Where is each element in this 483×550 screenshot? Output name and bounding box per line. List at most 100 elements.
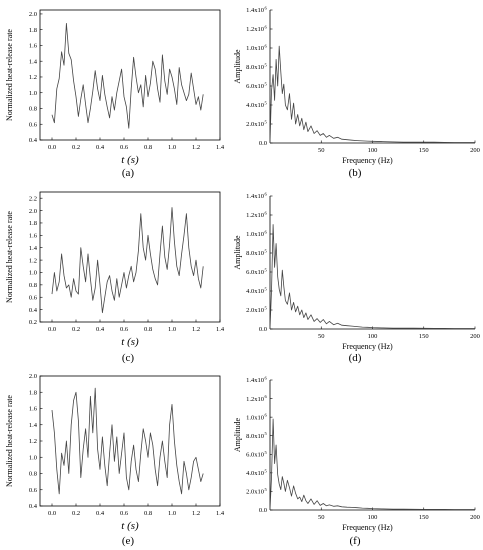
y-axis-title: Normalized heat-release rate (5, 395, 14, 487)
y-tick-label: 0.0 (259, 507, 267, 514)
panel-label: (e) (122, 535, 135, 547)
y-tick-exponent: 5 (265, 82, 268, 87)
x-tick-label: 0.8 (144, 510, 152, 517)
series-line (51, 387, 204, 495)
y-tick-label: 0.2 (29, 319, 37, 326)
y-tick-exponent: 5 (265, 268, 268, 273)
y-tick-label: 0.6 (29, 121, 38, 128)
panel-label: (d) (349, 352, 362, 364)
y-tick-label: 1.2 (29, 257, 37, 264)
y-tick-label: 1.0 (29, 454, 37, 461)
y-tick-label: 1.4x10 (246, 7, 264, 14)
series-line (51, 207, 204, 314)
y-tick-label: 0.6 (29, 294, 38, 301)
x-tick-label: 150 (419, 147, 429, 154)
y-tick-label: 1.2 (29, 438, 37, 445)
x-axis-title: t (s) (121, 154, 139, 166)
y-tick-label: 1.4 (29, 245, 38, 252)
x-tick-label: 50 (318, 333, 325, 340)
y-tick-label: 8.0x10 (246, 64, 264, 71)
x-tick-label: 100 (368, 333, 378, 340)
x-tick-label: 0.4 (96, 326, 105, 333)
panel-c: 0.0 0.2 0.4 0.6 0.8 1.0 1.2 1.4 0.2 0.4 0.6 0.8 1.0 1… (5, 191, 225, 364)
y-tick-exponent: 5 (265, 487, 268, 492)
y-tick-exponent: 5 (265, 120, 268, 125)
y-tick-label: 0.0 (259, 140, 267, 147)
x-tick-label: 0.6 (120, 326, 129, 333)
series-line (269, 224, 475, 330)
x-tick-label: 1.4 (216, 510, 225, 517)
y-tick-label: 2.0 (29, 373, 37, 380)
x-tick-label: 1.2 (192, 510, 200, 517)
y-tick-exponent: 5 (265, 450, 268, 455)
y-axis-title: Amplitude (233, 49, 242, 84)
y-tick-label: 4.0x10 (246, 102, 264, 109)
x-axis-title: Frequency (Hz) (342, 342, 393, 351)
x-axis-title: Frequency (Hz) (342, 156, 393, 165)
plot-frame (39, 375, 221, 507)
x-axis-title: t (s) (121, 336, 139, 348)
x-tick-label: 0.4 (96, 510, 105, 517)
y-tick-label: 0.6 (29, 487, 38, 494)
x-tick-label: 0.2 (72, 144, 80, 151)
x-tick-label: 0.0 (48, 326, 56, 333)
y-tick-label: 1.0x10 (246, 45, 264, 52)
y-tick-label: 0.4 (29, 137, 38, 144)
y-tick-label: 4.0x10 (246, 288, 264, 295)
series-line (269, 45, 475, 144)
x-tick-label: 0.2 (72, 326, 80, 333)
y-tick-label: 1.8 (29, 27, 37, 34)
x-tick-label: 1.4 (216, 144, 225, 151)
y-tick-exponent: 6 (265, 413, 268, 418)
y-tick-label: 8.0x10 (246, 250, 264, 257)
y-tick-label: 0.0 (259, 326, 267, 333)
x-tick-label: 200 (470, 333, 480, 340)
x-tick-label: 0.8 (144, 326, 152, 333)
x-tick-label: 200 (470, 514, 480, 521)
y-tick-label: 1.0 (29, 270, 37, 277)
x-tick-label: 100 (368, 147, 378, 154)
y-tick-label: 6.0x10 (246, 83, 264, 90)
y-tick-label: 1.0x10 (246, 231, 264, 238)
y-tick-label: 6.0x10 (246, 451, 264, 458)
y-axis-title: Normalized heat-release rate (5, 29, 14, 121)
y-tick-label: 2.0 (29, 11, 37, 18)
y-tick-exponent: 6 (265, 211, 268, 216)
y-tick-label: 1.2x10 (246, 396, 264, 403)
y-tick-label: 8.0x10 (246, 433, 264, 440)
y-tick-label: 2.0x10 (246, 307, 264, 314)
y-tick-label: 1.2 (29, 74, 37, 81)
x-tick-label: 50 (318, 147, 325, 154)
x-tick-label: 150 (419, 333, 429, 340)
y-tick-label: 1.8 (29, 220, 37, 227)
y-tick-label: 1.6 (29, 233, 38, 240)
panel-a: 0.0 0.2 0.4 0.6 0.8 1.0 1.2 1.4 0.4 0.6 0.8 1.0 1.2 1… (5, 9, 225, 179)
x-tick-label: 150 (419, 514, 429, 521)
y-tick-label: 0.8 (29, 471, 37, 478)
y-tick-label: 1.0 (29, 90, 37, 97)
x-tick-label: 0.0 (48, 144, 56, 151)
x-tick-label: 100 (368, 514, 378, 521)
y-tick-label: 1.4x10 (246, 377, 264, 384)
x-tick-label: 0.0 (48, 510, 56, 517)
x-tick-label: 1.0 (168, 326, 176, 333)
y-tick-label: 1.0x10 (246, 414, 264, 421)
y-tick-label: 1.4x10 (246, 193, 264, 200)
plot-frame (39, 191, 221, 323)
x-axis-title: Frequency (Hz) (342, 523, 393, 532)
x-tick-label: 0.8 (144, 144, 152, 151)
y-tick-label: 2.0 (29, 208, 37, 215)
y-axis-title: Normalized heat-release rate (5, 211, 14, 303)
x-tick-label: 50 (318, 514, 325, 521)
x-tick-label: 200 (470, 147, 480, 154)
y-tick-exponent: 6 (265, 25, 268, 30)
panel-e: 0.0 0.2 0.4 0.6 0.8 1.0 1.2 1.4 0.4 0.6 0.8 1.0 1.2 1… (5, 373, 225, 547)
x-tick-label: 1.4 (216, 326, 225, 333)
y-tick-exponent: 6 (265, 44, 268, 49)
y-tick-exponent: 5 (265, 287, 268, 292)
y-axis-title: Amplitude (233, 417, 242, 452)
y-tick-label: 6.0x10 (246, 269, 264, 276)
y-tick-exponent: 5 (265, 63, 268, 68)
